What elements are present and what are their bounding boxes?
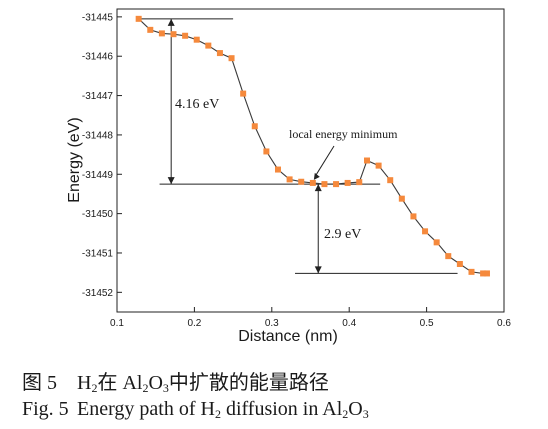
y-tick-label: -31451 [82,248,114,259]
data-point [182,32,189,39]
energy-path-chart: 0.1 0.2 0.3 0.4 0.5 0.6 -31445 -31446 -31447 -314… [66,8,512,345]
drop-label: 2.9 eV [324,227,361,242]
data-point [251,123,258,130]
caption-en-text: Energy path of H2 diffusion in Al2O3 [77,398,369,421]
x-tick-label: 0.1 [110,318,124,329]
barrier-arrow-head-down [167,177,175,185]
data-point [170,31,177,38]
data-point [240,90,247,97]
caption-cn-index: 图 5 [22,372,57,394]
caption-cn-text: H2在 Al2O3中扩散的能量路径 [77,372,329,395]
data-point [483,270,490,277]
data-point [286,176,293,183]
barrier-arrow-head-up [167,18,175,26]
data-point [398,195,405,202]
y-tick-label: -31448 [82,130,114,141]
data-point [387,177,394,184]
minimum-pointer-head [313,172,320,180]
plot-frame [116,8,505,313]
data-point [364,157,371,164]
data-point [410,213,417,220]
y-axis-label: Energy (eV) [66,117,83,202]
x-tick-label: 0.6 [497,318,511,329]
barrier-label: 4.16 eV [175,97,219,112]
data-point [433,239,440,246]
x-tick-label: 0.4 [342,318,356,329]
data-point [274,166,281,173]
data-point [216,50,223,57]
data-point [344,179,351,186]
data-point [147,26,154,33]
data-point [135,15,142,22]
data-point [193,36,200,43]
data-point [321,181,328,188]
y-tick-label: -31450 [82,209,114,220]
series-layer [135,15,490,277]
y-tick-label: -31446 [82,52,114,63]
y-tick-label: -31452 [82,288,114,299]
energy-path-line [138,18,487,274]
data-point [356,179,363,186]
data-point [445,253,452,260]
data-point [375,162,382,169]
minimum-pointer-line [314,145,335,178]
data-point [468,268,475,275]
data-point [309,179,316,186]
data-point [263,148,270,155]
y-tick-label: -31445 [82,12,114,23]
data-point [480,270,487,277]
caption-en-index: Fig. 5 [22,398,69,420]
data-point [298,178,305,185]
x-axis-label: Distance (nm) [238,328,338,345]
data-point [228,55,235,62]
data-point [158,30,165,37]
drop-arrow-head-down [314,266,322,274]
data-point [205,42,212,49]
data-point [456,260,463,267]
x-tick-label: 0.3 [265,318,279,329]
drop-arrow-head-up [314,184,322,192]
y-tick-label: -31447 [82,91,114,102]
data-point [422,228,429,235]
x-tick-label: 0.2 [187,318,201,329]
data-point [333,181,340,188]
local-minimum-label: local energy minimum [289,127,398,141]
x-tick-label: 0.5 [420,318,434,329]
reference-lines [138,18,458,274]
y-tick-label: -31449 [82,170,114,181]
axis-ticks: 0.1 0.2 0.3 0.4 0.5 0.6 -31445 -31446 -31447 -314… [82,12,512,329]
